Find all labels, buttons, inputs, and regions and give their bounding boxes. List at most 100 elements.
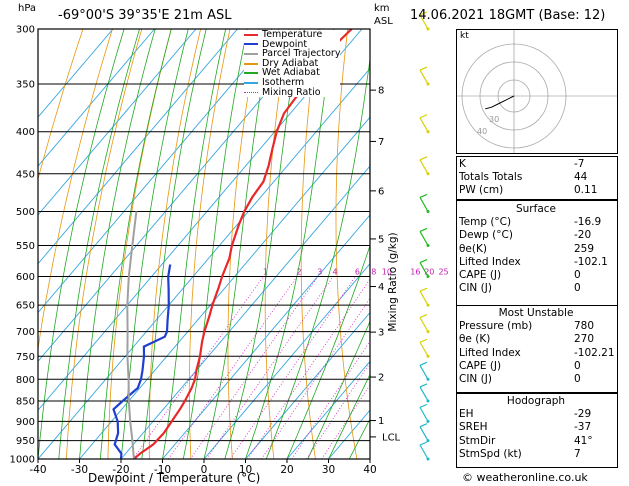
- pressure-tick-label: 300: [16, 25, 35, 36]
- mixing-ratio-axis-label: Mixing Ratio (g/kg): [387, 232, 399, 332]
- grid-lines: [38, 29, 370, 459]
- table-row: θe(K) 259: [456, 243, 616, 256]
- hodograph-unit: kt: [460, 31, 469, 41]
- x-tick-label: 30: [322, 464, 335, 476]
- legend-label: Mixing Ratio: [262, 86, 321, 98]
- table-row: StmSpd (kt) 7: [456, 448, 616, 461]
- pressure-tick-label: 650: [16, 301, 35, 312]
- wind-barb: [419, 423, 430, 443]
- km-label: km: [374, 3, 390, 14]
- isotherm-line: [38, 29, 114, 118]
- km-tick-label: 5: [378, 234, 384, 245]
- legend-swatch: [244, 62, 258, 65]
- pressure-tick-label: 800: [16, 375, 35, 386]
- wind-barb: [419, 383, 430, 403]
- legend-entry: Mixing Ratio: [244, 86, 340, 98]
- table-row: CAPE (J) 0: [456, 269, 616, 282]
- row-label: EH: [459, 408, 474, 421]
- isotherm-line: [38, 67, 370, 459]
- x-tick-label: 40: [363, 464, 376, 476]
- mixing-ratio-label: 10: [382, 268, 392, 277]
- pressure-tick-label: 400: [16, 127, 35, 138]
- km-tick-label: 7: [378, 137, 384, 148]
- isotherm-line: [38, 29, 238, 265]
- row-label: Lifted Index: [459, 255, 521, 268]
- location-title: -69°00'S 39°35'E 21m ASL: [58, 8, 232, 23]
- isotherm-line: [203, 263, 370, 459]
- wet-adiabat-line: [328, 373, 370, 459]
- row-value: -37: [574, 421, 592, 434]
- table-row: Temp (°C) -16.9: [456, 216, 616, 229]
- dry-adiabat-line: [38, 29, 84, 181]
- mixing-ratio-label: 8: [371, 268, 376, 277]
- wind-barb: [419, 227, 430, 247]
- hodograph-ring-label: 40: [477, 127, 487, 136]
- table-title: Most Unstable: [498, 307, 574, 319]
- wet-adiabat-line: [79, 29, 156, 459]
- row-value: -16.9: [574, 216, 602, 229]
- pressure-tick-label: 1000: [10, 455, 35, 466]
- row-label: CAPE (J): [459, 268, 502, 281]
- wind-barb: [419, 287, 430, 307]
- most-unstable-box: [456, 305, 618, 393]
- row-label: SREH: [459, 421, 488, 434]
- km-tick-label: 3: [378, 328, 384, 339]
- legend-swatch: [244, 43, 258, 46]
- pressure-tick-label: 550: [16, 241, 35, 252]
- legend-entry: Dry Adiabat: [244, 59, 340, 69]
- legend-swatch: [244, 91, 258, 93]
- mixing-ratio-label: 20: [424, 268, 434, 277]
- wind-barb: [419, 259, 430, 279]
- table-row: PW (cm) 0.11: [456, 184, 616, 197]
- row-label: CIN (J): [459, 282, 492, 295]
- table-row: Lifted Index -102.1: [456, 256, 616, 269]
- legend: Temperature Dewpoint Parcel Trajectory Dry …: [244, 30, 341, 98]
- row-value: 0: [574, 372, 581, 385]
- legend-swatch: [244, 72, 258, 75]
- legend-swatch: [244, 33, 258, 36]
- mixing-ratio-line: [168, 276, 298, 459]
- km-tick-label: 8: [378, 86, 384, 97]
- wet-adiabat-line: [182, 29, 248, 459]
- lcl-label: LCL: [382, 432, 401, 443]
- row-value: 259: [574, 242, 595, 255]
- pressure-tick-label: 750: [16, 352, 35, 363]
- wind-barb: [419, 156, 430, 176]
- copyright: © weatheronline.co.uk: [462, 471, 588, 484]
- wind-barb: [419, 338, 430, 358]
- mixing-ratio-line: [206, 276, 334, 459]
- mixing-ratio-label: 4: [333, 268, 338, 277]
- indices-table: K -7 Totals Totals 44 PW (cm) 0.11: [456, 158, 616, 198]
- row-value: 44: [574, 171, 588, 184]
- hodograph-ring-label: 30: [489, 115, 499, 124]
- row-label: θe (K): [459, 333, 491, 346]
- table-row: CAPE (J) 0: [456, 360, 616, 373]
- hpa-label: hPa: [18, 3, 37, 14]
- row-value: 0.11: [574, 184, 598, 197]
- hodograph-panel: 40 30 kt: [456, 29, 618, 154]
- table-row: Pressure (mb) 780: [456, 320, 616, 333]
- row-label: Pressure (mb): [459, 320, 533, 333]
- hodograph-table: Hodograph EH -29 SREH -37 StmDir 41° StmSpd (kt…: [456, 395, 616, 461]
- row-value: -29: [574, 408, 592, 421]
- wind-barb: [419, 441, 430, 461]
- table-title: Hodograph: [506, 395, 566, 407]
- x-tick-label: -10: [154, 464, 171, 476]
- row-value: 41°: [574, 434, 593, 447]
- surface-table: Surface Temp (°C) -16.9 Dewp (°C) -20 θe(K) 25…: [456, 203, 616, 295]
- wet-adiabat-line: [307, 320, 370, 459]
- wind-barb: [419, 193, 430, 213]
- table-row: StmDir 41°: [456, 435, 616, 448]
- legend-label: Isotherm: [262, 76, 305, 88]
- row-value: 780: [574, 320, 595, 333]
- isotherm-line: [38, 29, 155, 167]
- profile-lines: [112, 29, 353, 459]
- row-value: -20: [574, 229, 592, 242]
- row-value: 0: [574, 282, 581, 295]
- km-tick-label: 1: [378, 416, 384, 427]
- table-row: Lifted Index -102.21: [456, 347, 616, 360]
- parcel-trajectory-line: [126, 211, 138, 459]
- mixing-ratio-label: 6: [355, 268, 360, 277]
- row-value: -102.21: [574, 346, 615, 359]
